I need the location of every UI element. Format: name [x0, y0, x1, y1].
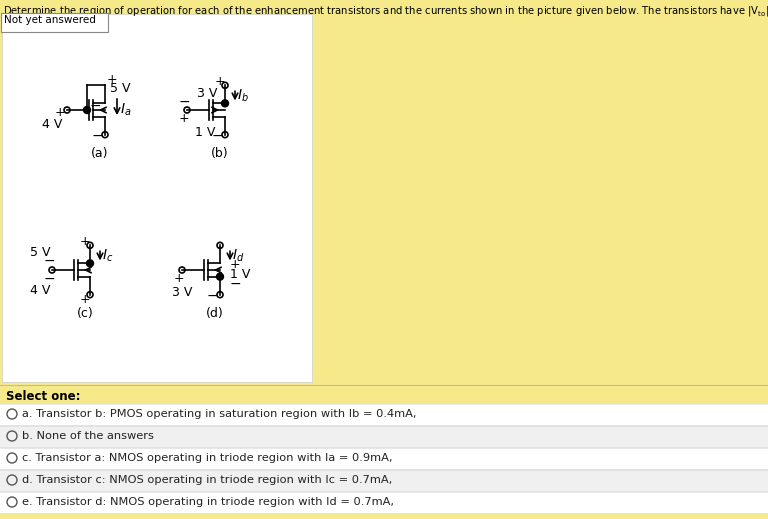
- Text: −: −: [230, 277, 242, 291]
- Text: +: +: [215, 75, 225, 88]
- Text: $I_c$: $I_c$: [102, 248, 114, 264]
- Text: +: +: [80, 293, 91, 306]
- Text: 1 V: 1 V: [195, 126, 215, 139]
- FancyBboxPatch shape: [0, 448, 768, 469]
- Circle shape: [217, 273, 223, 280]
- Text: −: −: [89, 99, 101, 113]
- Text: (d): (d): [206, 307, 224, 320]
- Text: 4 V: 4 V: [30, 283, 51, 296]
- Text: $I_b$: $I_b$: [237, 88, 249, 104]
- Text: e. Transistor d: NMOS operating in triode region with Id = 0.7mA,: e. Transistor d: NMOS operating in triod…: [22, 497, 394, 507]
- Text: d. Transistor c: NMOS operating in triode region with Ic = 0.7mA,: d. Transistor c: NMOS operating in triod…: [22, 475, 392, 485]
- Text: −: −: [91, 129, 103, 143]
- Text: +: +: [107, 73, 118, 86]
- Text: Not yet answered: Not yet answered: [4, 15, 96, 25]
- Text: a. Transistor b: PMOS operating in saturation region with Ib = 0.4mA,: a. Transistor b: PMOS operating in satur…: [22, 409, 416, 419]
- Circle shape: [221, 100, 229, 107]
- Text: b. None of the answers: b. None of the answers: [22, 431, 154, 441]
- Text: −: −: [211, 129, 223, 143]
- Text: c. Transistor a: NMOS operating in triode region with Ia = 0.9mA,: c. Transistor a: NMOS operating in triod…: [22, 453, 392, 463]
- Text: Select one:: Select one:: [6, 390, 81, 403]
- FancyBboxPatch shape: [2, 14, 312, 382]
- FancyBboxPatch shape: [0, 492, 768, 513]
- Text: $I_a$: $I_a$: [120, 102, 131, 118]
- Text: −: −: [43, 272, 55, 286]
- Text: −: −: [206, 289, 218, 303]
- Circle shape: [84, 106, 91, 114]
- FancyBboxPatch shape: [1, 13, 108, 32]
- Text: +: +: [174, 272, 184, 285]
- FancyBboxPatch shape: [0, 404, 768, 425]
- Text: +: +: [80, 235, 91, 248]
- Text: (c): (c): [77, 307, 94, 320]
- Text: +: +: [55, 105, 65, 118]
- Text: 1 V: 1 V: [230, 267, 250, 280]
- Text: Determine the region of operation for each of the enhancement transistors and th: Determine the region of operation for ea…: [3, 3, 768, 19]
- FancyBboxPatch shape: [0, 426, 768, 447]
- FancyBboxPatch shape: [0, 470, 768, 491]
- Text: (a): (a): [91, 147, 109, 160]
- Text: +: +: [230, 257, 240, 270]
- Circle shape: [87, 260, 94, 267]
- Text: +: +: [179, 113, 190, 126]
- Text: 5 V: 5 V: [30, 245, 51, 258]
- Text: (b): (b): [211, 147, 229, 160]
- Text: 3 V: 3 V: [172, 285, 192, 298]
- Text: 5 V: 5 V: [110, 82, 131, 95]
- Text: $I_d$: $I_d$: [232, 248, 244, 264]
- Text: −: −: [178, 95, 190, 109]
- Text: 4 V: 4 V: [42, 118, 62, 131]
- Text: −: −: [43, 254, 55, 268]
- Text: 3 V: 3 V: [197, 87, 217, 100]
